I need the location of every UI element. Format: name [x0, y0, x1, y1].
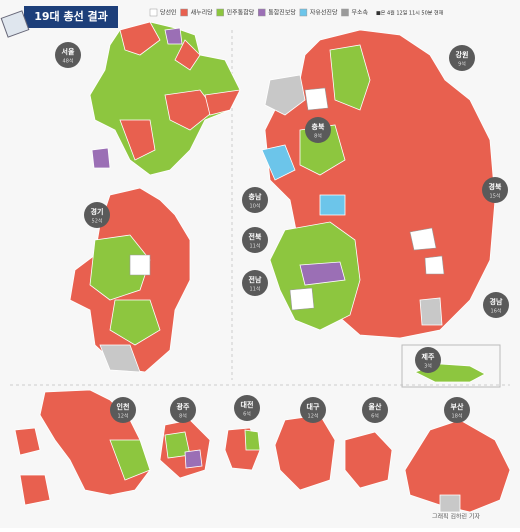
region-badge [444, 397, 470, 423]
region-seats: 12석 [118, 413, 129, 420]
region-name: 인천 [117, 402, 130, 411]
legend-label: 새누리당 [191, 9, 214, 17]
region-name: 전남 [249, 275, 262, 284]
region-seats: 48석 [63, 58, 74, 65]
legend-label: 무소속 [351, 9, 368, 17]
region-name: 전북 [249, 232, 262, 241]
region-seats: 15석 [490, 193, 501, 200]
region-seats: 6석 [371, 413, 379, 420]
legend-label: 민주통합당 [227, 9, 255, 17]
region-badge [242, 187, 268, 213]
region-badge [110, 397, 136, 423]
region-name: 광주 [177, 402, 190, 411]
region-seats: 11석 [250, 286, 261, 293]
legend-swatch [216, 8, 224, 17]
region-badge [305, 117, 331, 143]
region-badge [362, 397, 388, 423]
region-seats: 8석 [314, 133, 322, 140]
region-badge [242, 270, 268, 296]
title-box [24, 6, 118, 28]
region-badge [415, 347, 441, 373]
legend-swatch [180, 8, 188, 17]
seoul-map [89, 21, 241, 176]
credit: 그래픽 김하린 기자 [432, 513, 480, 521]
legend: 당선인 새누리당 민주통합당 통합진보당 자유선진당 무소속 ■은 4월 12일 11시 5… [149, 8, 444, 17]
legend-label: 통합진보당 [268, 9, 296, 17]
region-name: 대전 [241, 400, 254, 409]
region-badge [84, 202, 110, 228]
region-name: 대구 [307, 402, 320, 411]
region-name: 울산 [369, 402, 382, 411]
region-badge [234, 395, 260, 421]
region-seats: 18석 [452, 413, 463, 420]
legend-note: ■은 4월 12일 11시 50분 현재 [376, 10, 444, 17]
region-name: 강원 [456, 50, 469, 59]
korea-map [261, 29, 496, 339]
jeju-frame [401, 344, 501, 388]
region-seats: 52석 [92, 218, 103, 225]
region-name: 제주 [422, 352, 435, 361]
region-name: 경남 [490, 297, 503, 306]
legend-swatch [341, 8, 349, 17]
legend-swatch [149, 8, 158, 17]
region-badge [300, 397, 326, 423]
region-name: 경기 [91, 207, 104, 216]
region-badge [449, 45, 475, 71]
region-badge [242, 227, 268, 253]
region-seats: 9석 [458, 61, 466, 68]
legend-swatch [299, 8, 308, 17]
region-badge [482, 177, 508, 203]
region-badge [55, 42, 81, 68]
region-name: 부산 [451, 402, 464, 411]
region-seats: 16석 [491, 308, 502, 315]
region-name: 충남 [249, 192, 262, 201]
region-seats: 8석 [179, 413, 187, 420]
region-seats: 10석 [250, 203, 261, 210]
title: 19대 총선 결과 [34, 9, 108, 23]
region-name: 서울 [62, 47, 75, 56]
region-badge [483, 292, 509, 318]
legend-label: 자유선진당 [310, 9, 338, 17]
region-name: 경북 [489, 182, 502, 191]
region-badge [170, 397, 196, 423]
region-seats: 6석 [243, 411, 251, 418]
region-seats: 3석 [424, 363, 432, 370]
region-name: 충북 [312, 122, 325, 131]
legend-label: 당선인 [160, 9, 177, 17]
region-seats: 12석 [308, 413, 319, 420]
ballot-box-icon [0, 10, 30, 38]
gyeonggi-map [69, 187, 191, 373]
region-seats: 11석 [250, 243, 261, 250]
legend-swatch [258, 8, 266, 17]
